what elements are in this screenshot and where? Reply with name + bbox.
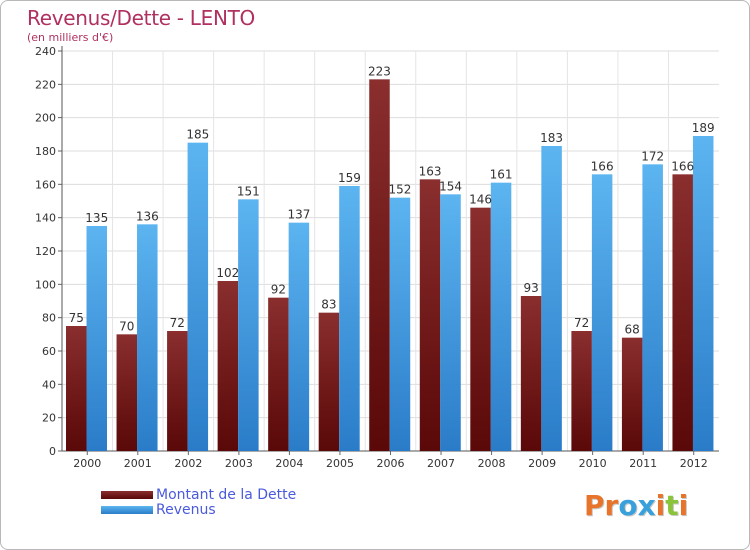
- legend-label-dette: Montant de la Dette: [156, 486, 297, 503]
- data-label: 102: [216, 266, 239, 280]
- bar-dette: [621, 337, 643, 451]
- bar-revenus: [541, 146, 562, 451]
- bar-revenus: [339, 186, 360, 451]
- data-label: 137: [287, 208, 310, 222]
- bar-revenus: [490, 182, 512, 451]
- legend-item-revenus: Revenus: [101, 501, 296, 518]
- data-label: 72: [574, 316, 589, 330]
- data-labels: 75 135 70 136 72 185 102 151 92 137 83 159 223 152 163…: [69, 64, 715, 336]
- data-label: 72: [170, 316, 185, 330]
- y-tick-label: 180: [35, 145, 56, 158]
- data-label: 183: [540, 131, 563, 145]
- data-label: 136: [136, 209, 159, 223]
- bar-dette: [318, 312, 340, 451]
- y-tick-label: 200: [35, 112, 56, 125]
- proxiti-logo: Proxiti: [584, 489, 689, 522]
- legend-label-revenus: Revenus: [156, 501, 216, 518]
- data-label: 135: [85, 211, 108, 225]
- data-label: 151: [237, 184, 260, 198]
- data-label: 223: [368, 64, 391, 78]
- bar-dette: [116, 334, 138, 451]
- chart-title: Revenus/Dette - LENTO: [27, 6, 255, 30]
- y-tick-label: 140: [35, 212, 56, 225]
- bar-dette: [217, 281, 239, 451]
- y-tick-label: 100: [35, 278, 56, 291]
- data-label: 92: [271, 283, 286, 297]
- legend: Montant de la Dette Revenus: [101, 486, 297, 518]
- x-tick-label: 2002: [174, 457, 202, 470]
- y-tick-label: 160: [35, 178, 56, 191]
- data-label: 75: [69, 311, 84, 325]
- x-tick-label: 2006: [377, 457, 405, 470]
- x-tick-label: 2007: [427, 457, 455, 470]
- data-label: 154: [439, 179, 462, 193]
- data-label: 159: [338, 171, 361, 185]
- bars: [66, 79, 714, 452]
- y-tick-label: 80: [42, 312, 56, 325]
- bar-dette: [419, 179, 441, 452]
- x-tick-label: 2001: [124, 457, 152, 470]
- y-tick-label: 60: [42, 345, 56, 358]
- data-label: 146: [469, 193, 492, 207]
- legend-item-dette: Montant de la Dette: [101, 486, 297, 503]
- bar-revenus: [187, 142, 209, 451]
- bar-dette: [672, 174, 693, 452]
- data-label: 185: [186, 128, 209, 142]
- bar-dette: [369, 79, 390, 451]
- data-label: 152: [389, 183, 412, 197]
- bar-dette: [571, 331, 592, 451]
- y-tick-label: 20: [42, 412, 56, 425]
- bar-dette: [66, 326, 87, 451]
- data-label: 166: [591, 159, 614, 173]
- data-label: 163: [419, 164, 442, 178]
- y-tick-label: 240: [35, 45, 56, 58]
- x-tick-label: 2008: [478, 457, 506, 470]
- data-label: 189: [692, 121, 715, 135]
- bar-revenus: [238, 199, 259, 451]
- bar-revenus: [86, 226, 107, 451]
- data-label: 70: [119, 319, 134, 333]
- bar-revenus: [591, 174, 613, 452]
- data-label: 68: [625, 323, 640, 337]
- x-tick-label: 2009: [528, 457, 556, 470]
- y-tick-label: 120: [35, 245, 56, 258]
- bar-revenus: [642, 164, 663, 452]
- x-tick-label: 2003: [225, 457, 253, 470]
- x-tick-label: 2005: [326, 457, 354, 470]
- x-tick-label: 2011: [629, 457, 657, 470]
- bar-revenus: [137, 224, 158, 451]
- bar-dette: [167, 331, 188, 451]
- bar-revenus: [288, 222, 310, 451]
- bar-revenus: [692, 136, 714, 451]
- y-tick-label: 220: [35, 78, 56, 91]
- bar-revenus: [389, 197, 411, 451]
- legend-swatch-revenus: [101, 505, 153, 514]
- data-label: 172: [641, 149, 664, 163]
- y-tick-label: 0: [49, 445, 56, 458]
- x-tick-label: 2000: [73, 457, 101, 470]
- x-tick-label: 2004: [275, 457, 303, 470]
- chart-subtitle: (en milliers d'€): [27, 31, 114, 44]
- bar-revenus: [440, 194, 461, 452]
- legend-swatch-dette: [101, 490, 153, 499]
- data-label: 93: [523, 281, 538, 295]
- data-label: 161: [490, 168, 513, 182]
- bar-dette: [520, 296, 542, 451]
- bar-dette: [470, 207, 491, 451]
- x-tick-label: 2010: [579, 457, 607, 470]
- data-label: 83: [321, 298, 336, 312]
- y-tick-label: 40: [42, 378, 56, 391]
- data-label: 166: [671, 159, 694, 173]
- bar-dette: [268, 297, 289, 451]
- x-tick-label: 2012: [680, 457, 708, 470]
